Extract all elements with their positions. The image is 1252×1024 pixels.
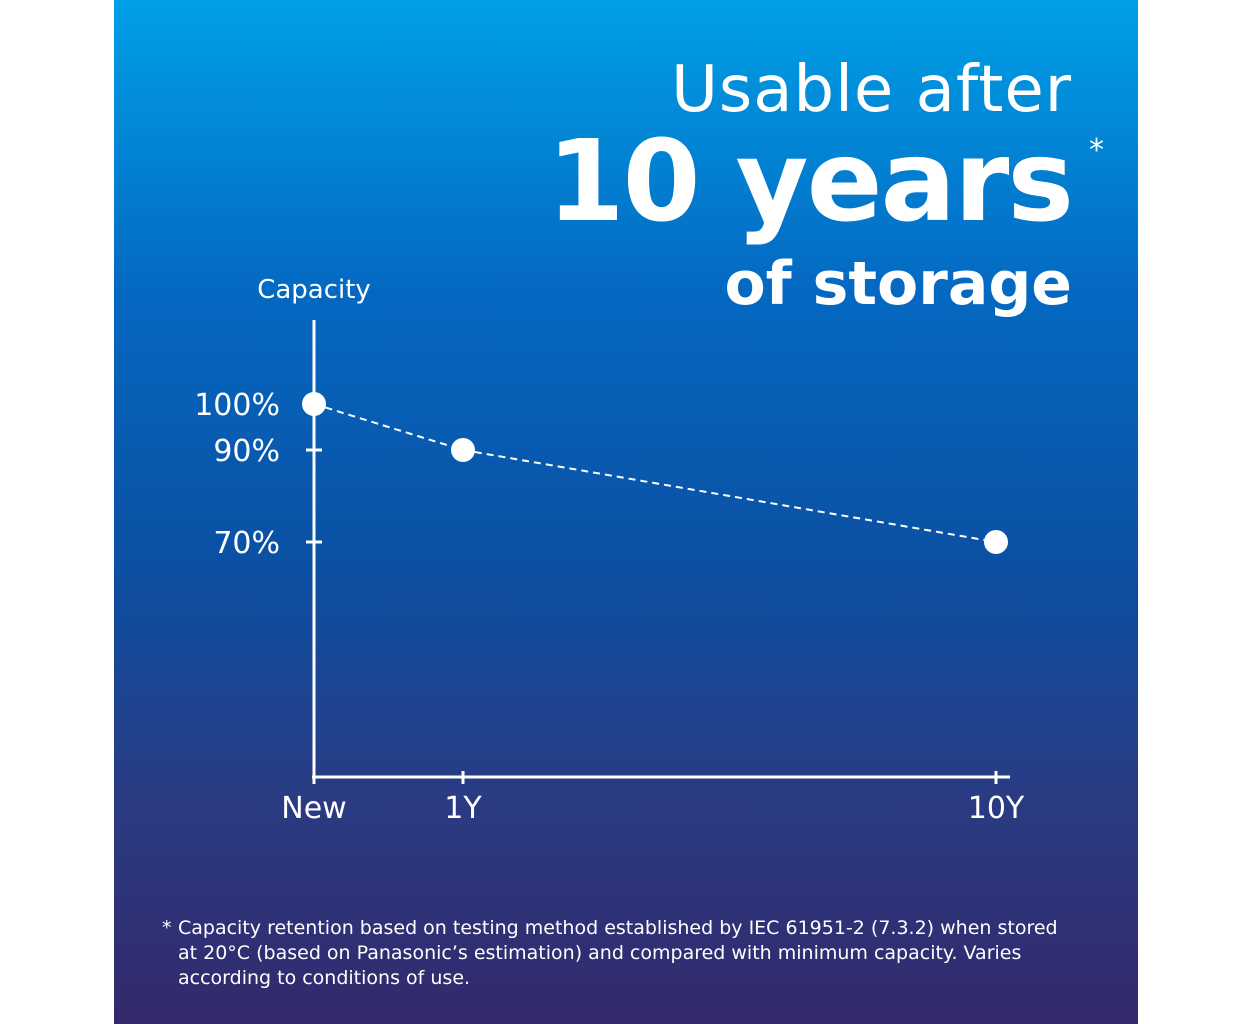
x-tick-label: 1Y	[444, 791, 482, 826]
x-tick-label: New	[281, 791, 346, 826]
headline-years: 10 years	[546, 117, 1074, 247]
footnote-mark: *	[162, 917, 172, 939]
headline-line1: Usable after	[671, 53, 1072, 127]
y-tick-label: 100%	[194, 388, 280, 423]
series-line-segment	[462, 449, 997, 543]
headline: Usable after 10 years * of storage	[547, 53, 1104, 319]
headline-asterisk: *	[1089, 133, 1104, 168]
footnote-text: Capacity retention based on testing meth…	[178, 917, 1058, 989]
product-panel: Usable after 10 years * of storage Capaci…	[114, 0, 1138, 1024]
y-tick-label: 70%	[213, 526, 280, 561]
y-tick-label: 90%	[213, 434, 280, 469]
data-point	[302, 392, 326, 416]
headline-line2: 10 years *	[547, 126, 1104, 238]
headline-line3: of storage	[724, 249, 1072, 319]
data-point	[451, 438, 475, 462]
y-axis-label: Capacity	[257, 275, 371, 305]
data-point	[984, 530, 1008, 554]
series-line-segment	[313, 403, 464, 451]
x-tick-label: 10Y	[968, 791, 1025, 826]
capacity-chart: Capacity 100% 90% 70% New 1Y 10Y	[194, 275, 1025, 826]
footnote: * Capacity retention based on testing me…	[162, 916, 1082, 991]
